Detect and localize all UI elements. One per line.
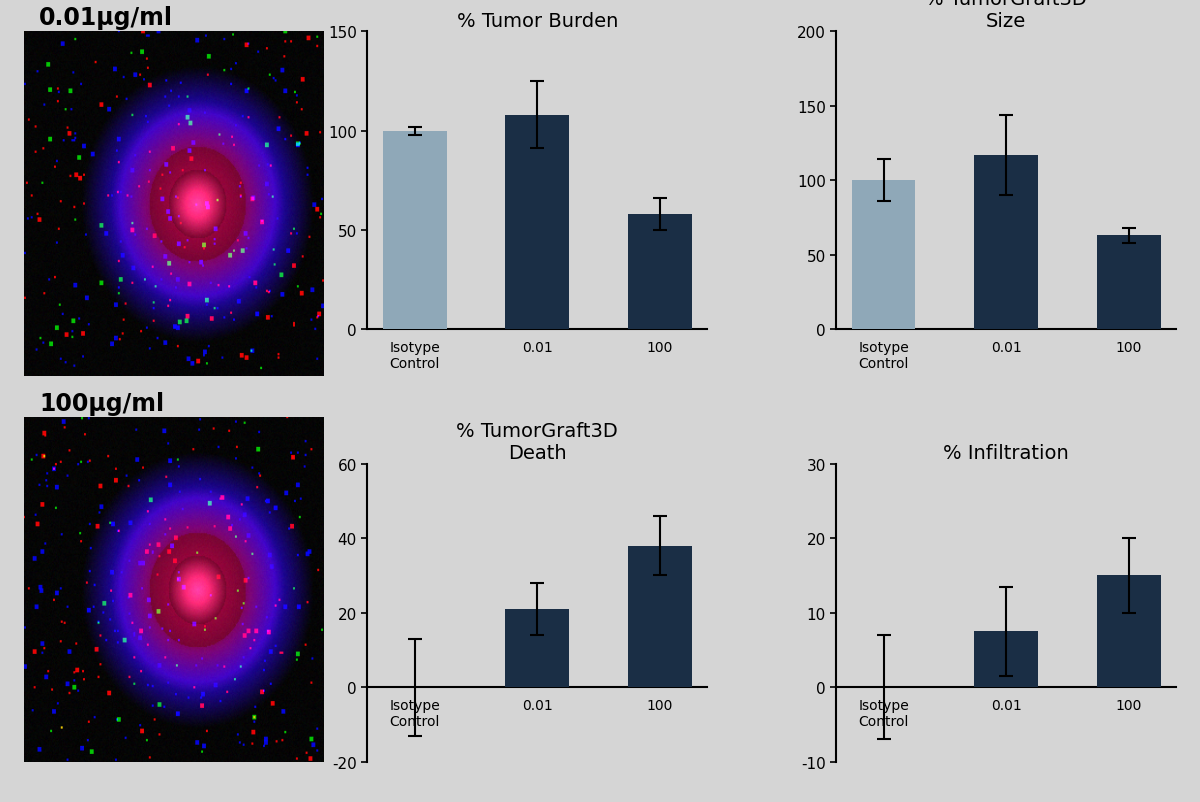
Title: % TumorGraft3D
Size: % TumorGraft3D Size <box>925 0 1087 30</box>
Bar <box>974 632 1038 687</box>
Bar <box>383 132 446 330</box>
Text: 100μg/ml: 100μg/ml <box>38 391 164 415</box>
Title: % Tumor Burden: % Tumor Burden <box>456 11 618 30</box>
Bar <box>1097 576 1160 687</box>
Bar <box>628 546 691 687</box>
Title: % TumorGraft3D
Death: % TumorGraft3D Death <box>456 422 618 463</box>
Bar <box>505 115 569 330</box>
Title: % Infiltration: % Infiltration <box>943 444 1069 463</box>
Text: 0.01μg/ml: 0.01μg/ml <box>38 6 173 30</box>
Bar <box>1097 236 1160 330</box>
Bar <box>628 215 691 330</box>
Bar <box>974 156 1038 330</box>
Bar <box>505 610 569 687</box>
Bar <box>852 181 916 330</box>
